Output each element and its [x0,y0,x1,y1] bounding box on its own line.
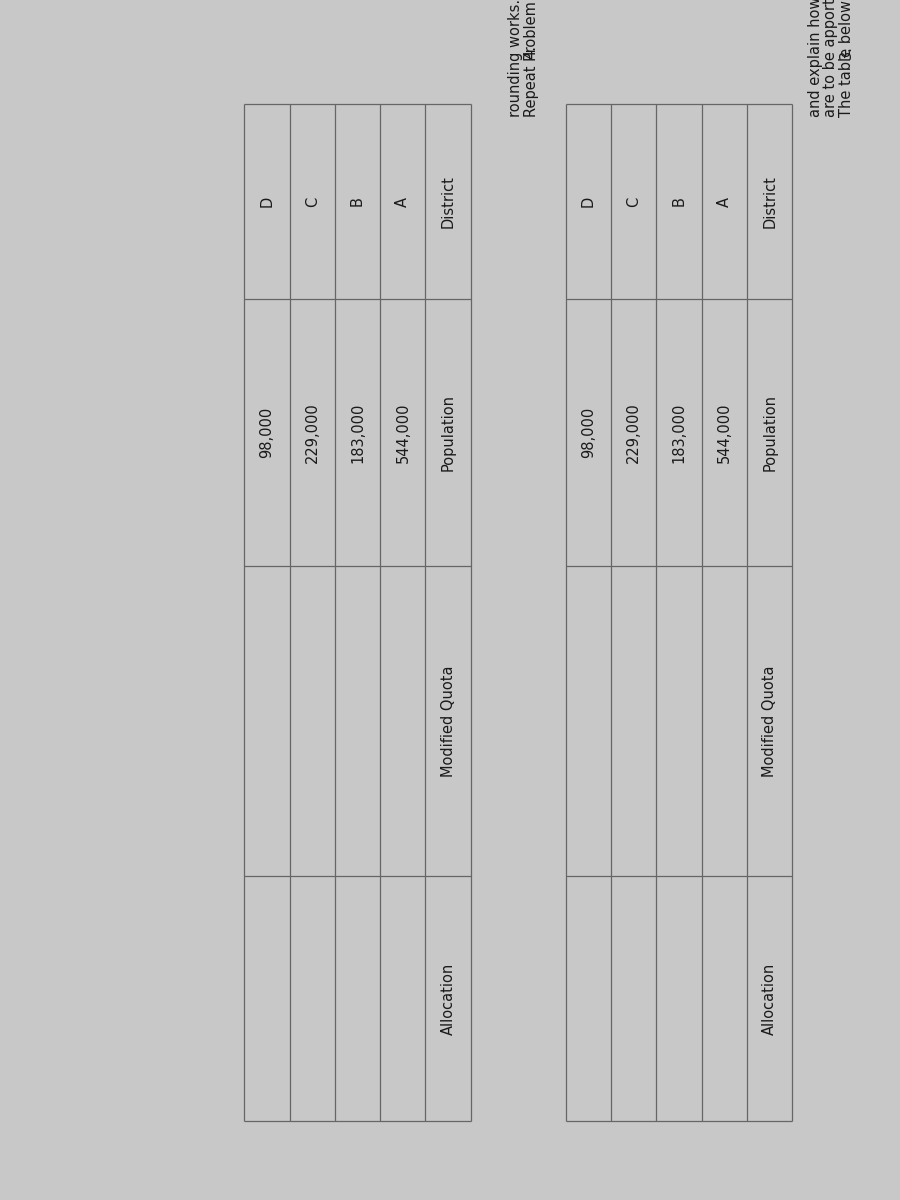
Text: 544,000: 544,000 [395,402,410,463]
Text: Allocation: Allocation [762,962,778,1034]
Text: C: C [626,197,641,206]
Text: 98,000: 98,000 [259,407,274,458]
Text: District: District [441,175,455,228]
Text: are to be apportioned. Use Jefferson’s method with a modified divisor of  49,000: are to be apportioned. Use Jefferson’s m… [824,0,839,118]
Text: and explain how the rounding works.: and explain how the rounding works. [808,0,824,118]
Text: District: District [762,175,778,228]
Text: D: D [580,196,596,208]
Text: Allocation: Allocation [441,962,455,1034]
Text: Population: Population [762,394,778,470]
Text: Modified Quota: Modified Quota [762,665,778,776]
Text: C: C [305,197,320,206]
Text: Population: Population [441,394,455,470]
Text: A: A [395,197,410,206]
Text: B: B [671,197,687,206]
Text: B: B [350,197,365,206]
Text: 229,000: 229,000 [626,402,641,463]
Text: rounding works.: rounding works. [508,0,524,118]
Text: 3.: 3. [839,46,853,60]
Text: 544,000: 544,000 [716,402,732,463]
Text: A: A [716,197,732,206]
Text: 98,000: 98,000 [580,407,596,458]
Text: Repeat Problem 3 but use Webster’s Method with a modified divisor of 52,000 and : Repeat Problem 3 but use Webster’s Metho… [524,0,538,118]
Text: 4.: 4. [524,46,538,60]
Text: 229,000: 229,000 [305,402,320,463]
Text: Modified Quota: Modified Quota [441,665,455,776]
Text: The table below gives the populations of four districts A, B, C, and D, among wh: The table below gives the populations of… [839,0,853,118]
Text: D: D [259,196,274,208]
Text: 183,000: 183,000 [671,402,687,462]
Text: 183,000: 183,000 [350,402,365,462]
